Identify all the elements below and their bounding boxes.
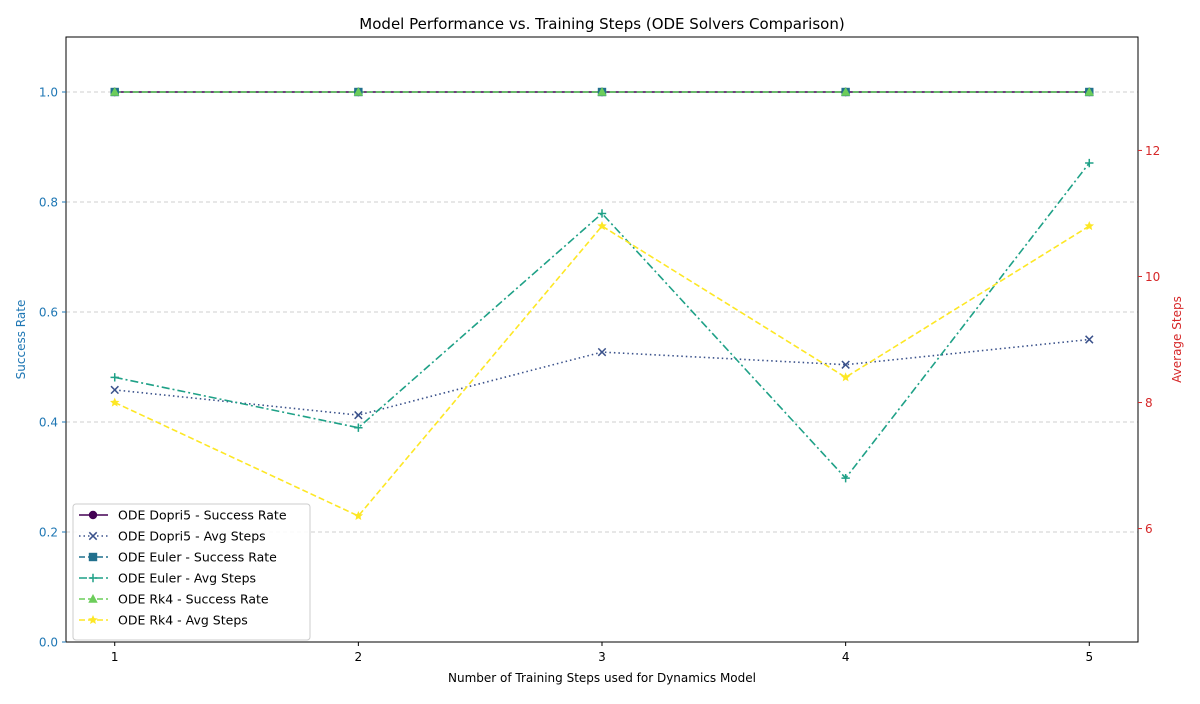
data-point-s4-5 (1085, 158, 1094, 168)
data-point-s6-2 (353, 510, 364, 520)
data-point-s4-3 (597, 209, 607, 218)
y-left-tick-label: 0.4 (39, 416, 58, 430)
x-axis-label: Number of Training Steps used for Dynami… (448, 671, 756, 685)
legend-box (72, 503, 311, 641)
legend-marker-6 (88, 615, 98, 625)
legend-marker-5 (88, 594, 98, 603)
data-point-s5-4 (840, 87, 851, 96)
x-tick-label: 5 (1085, 650, 1093, 664)
x-tick-label: 1 (111, 650, 119, 664)
y-right-tick-label: 10 (1145, 270, 1160, 284)
data-point-s4-2 (354, 423, 363, 432)
data-point-s2-3 (597, 347, 607, 357)
data-point-s4-4 (841, 473, 850, 483)
x-tick-label: 2 (355, 650, 363, 664)
x-tick-label: 3 (598, 650, 606, 664)
legend-label: ODE Euler - Avg Steps (118, 571, 256, 586)
y-left-tick-label: 0.0 (39, 636, 58, 650)
y-left-tick-label: 0.2 (39, 526, 58, 540)
data-point-s5-5 (1084, 87, 1094, 96)
y-right-tick-label: 6 (1145, 522, 1153, 536)
y-right-tick-label: 8 (1145, 396, 1153, 410)
data-point-s4-1 (110, 373, 119, 382)
data-point-s2-4 (841, 360, 850, 369)
y-axis-left-label: Success Rate (14, 300, 28, 380)
legend-label: ODE Dopri5 - Avg Steps (118, 529, 266, 544)
data-point-s2-2 (354, 410, 363, 420)
data-point-s6-1 (109, 397, 120, 407)
chart-title: Model Performance vs. Training Steps (OD… (359, 15, 844, 33)
legend-label: ODE Dopri5 - Success Rate (118, 508, 287, 523)
data-point-s6-5 (1084, 221, 1095, 231)
data-point-s5-3 (597, 87, 607, 96)
legend-label: ODE Euler - Success Rate (118, 550, 277, 565)
data-point-s5-2 (353, 87, 364, 96)
legend-marker-1 (88, 510, 98, 520)
series-line-6 (114, 225, 1090, 517)
y-left-tick-label: 0.8 (39, 196, 58, 210)
series-line-2 (114, 338, 1090, 416)
y-left-tick-label: 0.6 (39, 306, 58, 320)
data-point-s2-1 (110, 385, 119, 395)
y-left-tick-label: 1.0 (39, 86, 58, 100)
legend-label: ODE Rk4 - Avg Steps (118, 613, 248, 628)
data-point-s2-5 (1085, 335, 1094, 344)
legend-marker-2 (88, 531, 98, 541)
legend-marker-3 (88, 552, 98, 562)
data-point-s6-4 (840, 372, 851, 382)
data-point-s6-3 (597, 221, 607, 231)
legend-marker-4 (88, 573, 98, 583)
x-tick-label: 4 (842, 650, 850, 664)
data-point-s5-1 (110, 87, 120, 96)
y-axis-right-label: Average Steps (1170, 296, 1184, 383)
y-right-tick-label: 12 (1145, 144, 1160, 158)
legend-label: ODE Rk4 - Success Rate (118, 592, 269, 607)
series-line-4 (114, 162, 1090, 480)
